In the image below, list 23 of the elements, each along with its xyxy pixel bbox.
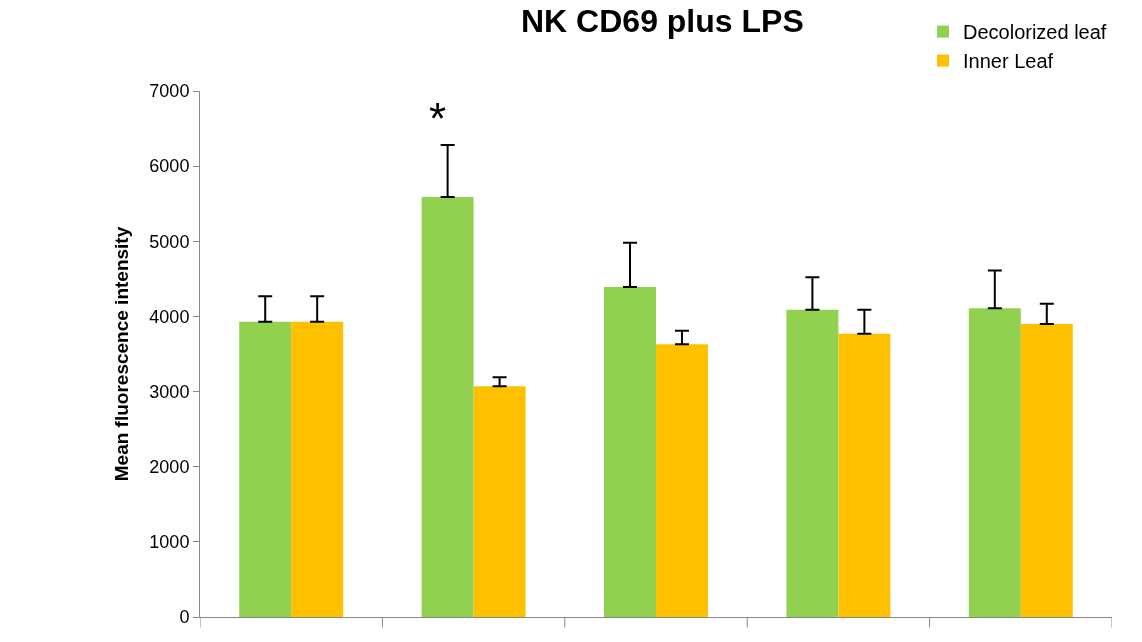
y-tick-label: 7000	[149, 81, 190, 102]
legend-label: Decolorized leaf	[963, 21, 1107, 44]
y-tick-label: 1000	[149, 532, 190, 553]
annotation: *	[429, 94, 447, 143]
bar	[291, 321, 344, 617]
y-tick-label: 6000	[149, 156, 190, 177]
bar	[421, 196, 474, 617]
chart-title: NK CD69 plus LPS	[521, 3, 804, 40]
bar	[786, 309, 839, 617]
y-tick-label: 0	[179, 607, 190, 628]
bar	[239, 321, 292, 617]
y-tick-label: 5000	[149, 231, 190, 252]
y-axis-title: Mean fluorescence intensity	[111, 226, 133, 482]
bar	[1020, 323, 1073, 617]
y-tick-label: 3000	[149, 381, 190, 402]
legend-label: Inner Leaf	[963, 50, 1054, 73]
bar	[968, 308, 1021, 617]
bar	[656, 344, 708, 617]
bar	[604, 287, 656, 617]
bar	[838, 333, 891, 617]
y-tick-label: 4000	[149, 306, 190, 327]
bar	[473, 386, 526, 617]
y-tick-label: 2000	[149, 457, 190, 478]
